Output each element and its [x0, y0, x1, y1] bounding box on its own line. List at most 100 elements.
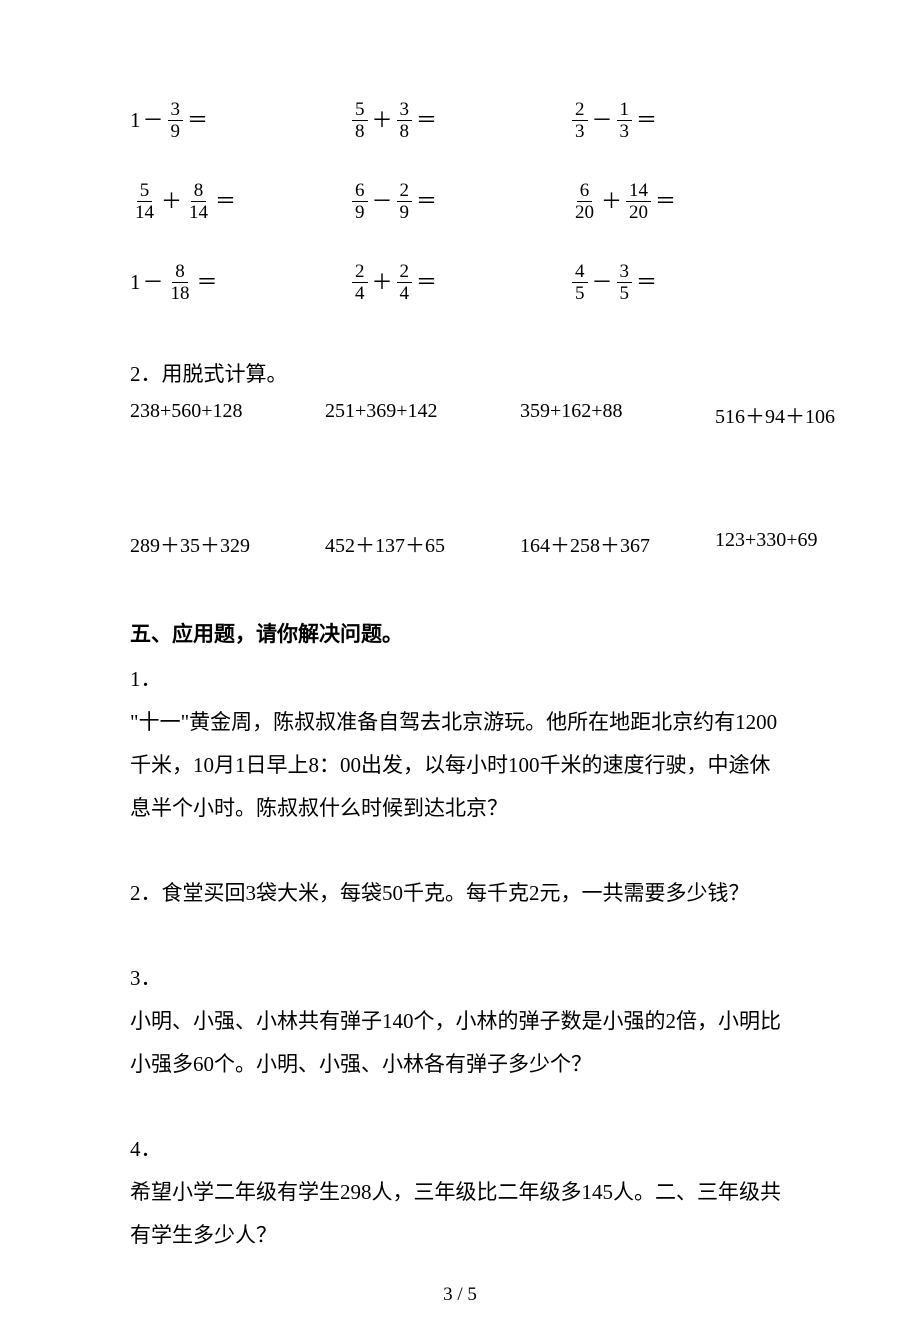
page: 1－39＝58＋38＝23－13＝514＋814＝69－29＝620＋1420＝… [0, 0, 920, 1340]
section-5-heading: 五、应用题，请你解决问题。 [130, 618, 790, 648]
equals-sign: ＝ [655, 191, 676, 212]
equals-sign: ＝ [416, 110, 437, 131]
problem-number: 3． [130, 957, 790, 1000]
fraction-numerator: 6 [577, 181, 593, 202]
fraction-numerator: 6 [352, 181, 368, 202]
fraction-denominator: 9 [352, 202, 368, 222]
equals-sign: ＝ [187, 110, 208, 131]
fraction-denominator: 3 [617, 121, 633, 141]
calc-expression: 359+162+88 [520, 400, 715, 429]
fraction-denominator: 4 [397, 283, 413, 303]
calc-expression: 452＋137＋65 [325, 529, 520, 558]
fraction-denominator: 5 [617, 283, 633, 303]
fraction-expression: 69－29＝ [350, 181, 570, 222]
operator: ＋ [372, 110, 393, 131]
integer-term: 1 [130, 110, 141, 131]
problem-text: "十一"黄金周，陈叔叔准备自驾去北京游玩。他所在地距北京约有1200千米，10月… [130, 710, 777, 820]
fraction-denominator: 5 [572, 283, 588, 303]
equals-sign: ＝ [636, 110, 657, 131]
fraction-denominator: 3 [572, 121, 588, 141]
problem-text: 希望小学二年级有学生298人，三年级比二年级多145人。二、三年级共有学生多少人… [130, 1180, 781, 1247]
fraction-numerator: 3 [397, 100, 413, 121]
fraction-numerator: 5 [352, 100, 368, 121]
fraction-numerator: 2 [352, 262, 368, 283]
fraction-expression: 1－818＝ [130, 262, 350, 303]
fraction-denominator: 8 [397, 121, 413, 141]
fraction-numerator: 2 [397, 262, 413, 283]
fraction-denominator: 14 [186, 202, 211, 222]
calc-expression: 516＋94＋106 [715, 400, 880, 429]
fraction: 23 [572, 100, 588, 141]
fraction: 514 [132, 181, 157, 222]
fraction-denominator: 20 [572, 202, 597, 222]
calc-expression: 238+560+128 [130, 400, 325, 429]
operator: － [592, 272, 613, 293]
word-problem: 1． "十一"黄金周，陈叔叔准备自驾去北京游玩。他所在地距北京约有1200千米，1… [130, 658, 790, 830]
equals-sign: ＝ [416, 272, 437, 293]
problem-text: 小明、小强、小林共有弹子140个，小林的弹子数是小强的2倍，小明比小强多60个。… [130, 1009, 781, 1076]
fraction-expression-grid: 1－39＝58＋38＝23－13＝514＋814＝69－29＝620＋1420＝… [130, 100, 790, 303]
calc-section-label: 2．用脱式计算。 [130, 358, 790, 388]
equals-sign: ＝ [416, 191, 437, 212]
fraction: 35 [617, 262, 633, 303]
fraction: 1420 [626, 181, 651, 222]
fraction-expression: 24＋24＝ [350, 262, 570, 303]
fraction: 58 [352, 100, 368, 141]
word-problem: 4． 希望小学二年级有学生298人，三年级比二年级多145人。二、三年级共有学生多… [130, 1128, 790, 1257]
calc-expression: 164＋258＋367 [520, 529, 715, 558]
fraction: 818 [168, 262, 193, 303]
fraction-denominator: 14 [132, 202, 157, 222]
calc-expression: 251+369+142 [325, 400, 520, 429]
equals-sign: ＝ [636, 272, 657, 293]
fraction-denominator: 4 [352, 283, 368, 303]
fraction: 620 [572, 181, 597, 222]
calc-expression: 123+330+69 [715, 529, 880, 558]
fraction-numerator: 8 [191, 181, 207, 202]
page-footer: 3 / 5 [0, 1284, 920, 1306]
fraction: 69 [352, 181, 368, 222]
fraction: 24 [352, 262, 368, 303]
operator: － [143, 110, 164, 131]
fraction-numerator: 2 [397, 181, 413, 202]
integer-term: 1 [130, 272, 141, 293]
fraction-expression: 45－35＝ [570, 262, 790, 303]
fraction-numerator: 5 [137, 181, 153, 202]
operator: － [372, 191, 393, 212]
calc-expression: 289＋35＋329 [130, 529, 325, 558]
fraction: 13 [617, 100, 633, 141]
operator: － [592, 110, 613, 131]
operator: ＋ [601, 191, 622, 212]
fraction-numerator: 4 [572, 262, 588, 283]
word-problem: 3． 小明、小强、小林共有弹子140个，小林的弹子数是小强的2倍，小明比小强多60… [130, 957, 790, 1086]
fraction-numerator: 3 [168, 100, 184, 121]
problem-text: 食堂买回3袋大米，每袋50千克。每千克2元，一共需要多少钱？ [162, 881, 750, 905]
equals-sign: ＝ [197, 272, 218, 293]
fraction-numerator: 3 [617, 262, 633, 283]
fraction-expression: 514＋814＝ [130, 181, 350, 222]
operator: ＋ [161, 191, 182, 212]
problem-number: 1． [130, 658, 790, 701]
fraction-denominator: 20 [626, 202, 651, 222]
problem-number: 4． [130, 1128, 790, 1171]
fraction: 38 [397, 100, 413, 141]
fraction-denominator: 9 [168, 121, 184, 141]
fraction-denominator: 8 [352, 121, 368, 141]
fraction: 814 [186, 181, 211, 222]
fraction-numerator: 2 [572, 100, 588, 121]
word-problem: 2．食堂买回3袋大米，每袋50千克。每千克2元，一共需要多少钱？ [130, 872, 790, 915]
fraction-numerator: 8 [172, 262, 188, 283]
problems-container: 1． "十一"黄金周，陈叔叔准备自驾去北京游玩。他所在地距北京约有1200千米，1… [130, 658, 790, 1258]
problem-number: 2． [130, 881, 162, 905]
fraction: 29 [397, 181, 413, 222]
equals-sign: ＝ [215, 191, 236, 212]
fraction: 39 [168, 100, 184, 141]
fraction-expression: 620＋1420＝ [570, 181, 790, 222]
fraction-numerator: 14 [626, 181, 651, 202]
fraction-expression: 58＋38＝ [350, 100, 570, 141]
operator: － [143, 272, 164, 293]
operator: ＋ [372, 272, 393, 293]
calc-grid: 238+560+128251+369+142359+162+88516＋94＋1… [130, 400, 790, 558]
fraction: 24 [397, 262, 413, 303]
fraction-expression: 1－39＝ [130, 100, 350, 141]
fraction-denominator: 18 [168, 283, 193, 303]
